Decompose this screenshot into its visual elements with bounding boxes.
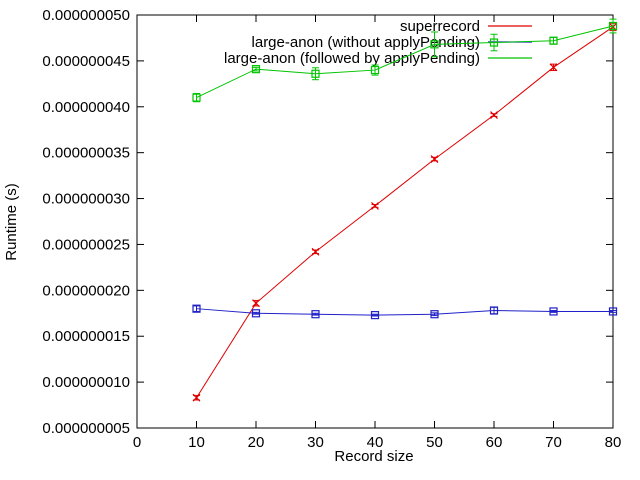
y-axis-ticks: 0.000000005 0.000000010 0.000000015 0.00000… xyxy=(42,7,613,437)
y-tick-label: 0.000000045 xyxy=(42,53,130,70)
x-tick-label: 40 xyxy=(367,434,384,451)
y-tick-label: 0.000000030 xyxy=(42,191,130,208)
x-tick-label: 70 xyxy=(545,434,562,451)
y-tick-label: 0.000000010 xyxy=(42,374,130,391)
x-tick-label: 10 xyxy=(188,434,205,451)
legend-item-superrecord: superrecord xyxy=(400,18,532,35)
legend-label: large-anon (without applyPending) xyxy=(252,34,480,51)
x-tick-label: 30 xyxy=(307,434,324,451)
series-large-anon-followed-by-applypending xyxy=(192,18,618,103)
x-tick-label: 60 xyxy=(486,434,503,451)
y-tick-label: 0.000000005 xyxy=(42,420,130,437)
legend-item-large-anon-followed: large-anon (followed by applyPending) xyxy=(224,50,532,67)
x-axis-label: Record size xyxy=(334,448,413,465)
y-tick-label: 0.000000040 xyxy=(42,99,130,116)
y-tick-label: 0.000000050 xyxy=(42,7,130,24)
plot-series xyxy=(192,18,618,402)
x-tick-label: 20 xyxy=(248,434,265,451)
x-tick-label: 0 xyxy=(133,434,141,451)
y-axis-label: Runtime (s) xyxy=(3,183,20,261)
y-tick-label: 0.000000015 xyxy=(42,328,130,345)
y-tick-label: 0.000000035 xyxy=(42,145,130,162)
series-superrecord xyxy=(192,22,617,402)
x-tick-label: 50 xyxy=(426,434,443,451)
y-tick-label: 0.000000020 xyxy=(42,282,130,299)
y-tick-label: 0.000000025 xyxy=(42,236,130,253)
legend-label: large-anon (followed by applyPending) xyxy=(224,50,480,67)
x-axis-ticks: 0 10 20 30 40 50 60 70 80 xyxy=(133,15,622,451)
legend: superrecord large-anon (without applyPen… xyxy=(224,18,532,67)
legend-label: superrecord xyxy=(400,18,480,35)
x-tick-label: 80 xyxy=(605,434,622,451)
series-large-anon-without-applypending xyxy=(192,304,618,320)
